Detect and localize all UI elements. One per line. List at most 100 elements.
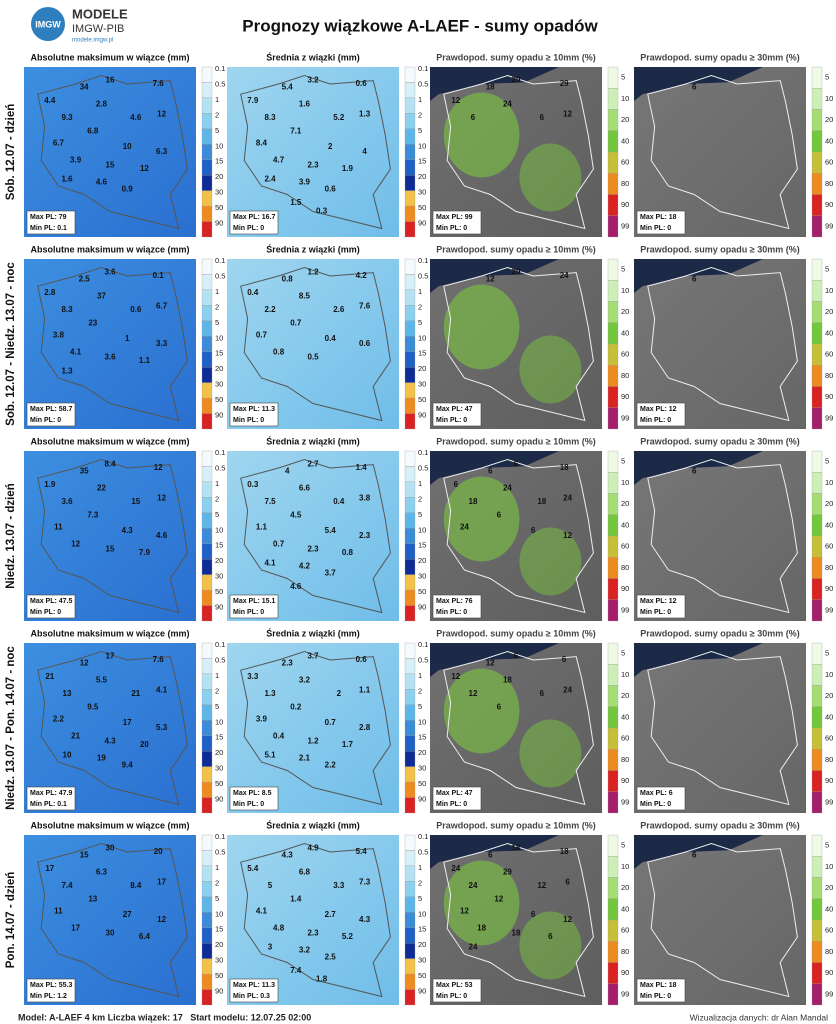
colorbar-label: 5 xyxy=(418,126,422,135)
colorbar-label: 60 xyxy=(825,542,833,551)
map-value: 3.2 xyxy=(307,76,319,85)
colorbar-segment xyxy=(811,88,823,110)
map-value: 2.4 xyxy=(264,174,276,183)
map-value: 2.2 xyxy=(53,715,65,724)
colorbar-label: 40 xyxy=(621,520,629,529)
colorbar-label: 10 xyxy=(418,525,426,534)
panel-title: Prawdopod. sumy opadu ≥ 30mm (%) xyxy=(640,628,799,638)
stats-box xyxy=(229,594,279,619)
colorbar-segment xyxy=(607,301,619,323)
map-value: 6 xyxy=(565,878,570,887)
colorbar-label: 1 xyxy=(215,287,219,296)
rain-area xyxy=(519,335,582,404)
colorbar-segment xyxy=(811,365,823,387)
colorbar-label: 99 xyxy=(825,989,833,998)
map-value: 0.8 xyxy=(342,548,354,557)
colorbar-label: 10 xyxy=(825,478,833,487)
stats-box xyxy=(636,210,686,235)
map-value: 4.4 xyxy=(44,96,56,105)
map-value: 2.3 xyxy=(307,545,319,554)
map-value: 4.3 xyxy=(104,737,116,746)
map-value: 0.5 xyxy=(307,353,319,362)
map-value: 0.4 xyxy=(325,334,337,343)
row-label: Sob. 12.07 - dzień xyxy=(5,104,17,201)
colorbar-label: 60 xyxy=(825,158,833,167)
min-value: Min PL: 0.3 xyxy=(233,993,270,1000)
map-value: 3.6 xyxy=(104,353,116,362)
map-value: 3.9 xyxy=(70,156,82,165)
map-value: 12 xyxy=(140,164,149,173)
colorbar-segment xyxy=(201,781,213,798)
colorbar-segment xyxy=(404,850,416,867)
colorbar-label: 90 xyxy=(215,219,223,228)
map-value: 6.3 xyxy=(156,147,168,156)
colorbar-segment xyxy=(607,88,619,110)
colorbar-segment xyxy=(811,941,823,963)
colorbar-label: 2 xyxy=(215,110,219,119)
row-label: Niedz. 13.07 - Pon. 14.07 - noc xyxy=(5,646,17,810)
colorbar-segment xyxy=(811,514,823,537)
map-value: 2.1 xyxy=(299,754,311,763)
colorbar-label: 2 xyxy=(418,494,422,503)
colorbar-segment xyxy=(201,450,213,467)
max-value: Max PL: 12 xyxy=(640,598,677,605)
panel-title: Absolutne maksimum w wiązce (mm) xyxy=(30,52,189,62)
map-value: 2.3 xyxy=(307,161,319,170)
map-value: 4.3 xyxy=(122,526,134,535)
map-value: 12 xyxy=(71,540,80,549)
panel-title: Prawdopod. sumy opadu ≥ 10mm (%) xyxy=(436,628,595,638)
colorbar-segment xyxy=(404,512,416,529)
min-value: Min PL: 0 xyxy=(436,417,467,424)
colorbar-label: 60 xyxy=(825,350,833,359)
map-value: 3.2 xyxy=(299,946,311,955)
sea xyxy=(430,451,559,485)
min-value: Min PL: 0 xyxy=(640,801,671,808)
colorbar-segment xyxy=(811,472,823,494)
colorbar-segment xyxy=(811,642,823,665)
map-value: 4.7 xyxy=(273,156,285,165)
colorbar-label: 5 xyxy=(621,649,625,658)
colorbar-segment xyxy=(201,289,213,306)
map-background xyxy=(24,67,196,237)
colorbar-segment xyxy=(607,280,619,302)
map-value: 1.1 xyxy=(256,523,268,532)
colorbar-segment xyxy=(404,320,416,337)
map-value: 7.6 xyxy=(153,79,165,88)
colorbar-segment xyxy=(201,144,213,160)
map-value: 4.1 xyxy=(70,348,82,357)
colorbar-segment xyxy=(811,407,823,430)
map-value: 1.6 xyxy=(61,174,73,183)
colorbar-segment xyxy=(404,834,416,851)
colorbar-segment xyxy=(404,989,416,1006)
map-value: 2.2 xyxy=(264,305,276,314)
colorbar-segment xyxy=(201,305,213,321)
colorbar-segment xyxy=(607,173,619,195)
max-value: Max PL: 47.5 xyxy=(30,598,73,605)
colorbar-segment xyxy=(811,791,823,814)
colorbar-segment xyxy=(607,685,619,707)
colorbar-label: 30 xyxy=(215,188,223,197)
colorbar-label: 30 xyxy=(215,764,223,773)
map-background xyxy=(634,259,806,429)
colorbar-label: 0.1 xyxy=(215,448,225,457)
colorbar-segment xyxy=(404,704,416,721)
stats-box xyxy=(636,402,686,427)
colorbar-segment xyxy=(607,450,619,473)
map-value: 1.5 xyxy=(290,198,302,207)
colorbar-segment xyxy=(811,877,823,899)
sea xyxy=(430,643,559,677)
colorbar-label: 90 xyxy=(215,411,223,420)
colorbar-segment xyxy=(201,605,213,622)
country-outline xyxy=(647,842,798,998)
country-outline xyxy=(240,74,391,230)
colorbar-segment xyxy=(201,943,213,959)
colorbar-segment xyxy=(607,514,619,537)
colorbar-segment xyxy=(201,351,213,368)
map-value: 0.7 xyxy=(325,718,337,727)
colorbar-label: 10 xyxy=(215,717,223,726)
max-value: Max PL: 16.7 xyxy=(233,214,276,221)
map-value: 6.3 xyxy=(96,868,108,877)
colorbar-segment xyxy=(201,642,213,659)
map-value: 18 xyxy=(486,83,495,92)
colorbar-label: 80 xyxy=(825,179,833,188)
